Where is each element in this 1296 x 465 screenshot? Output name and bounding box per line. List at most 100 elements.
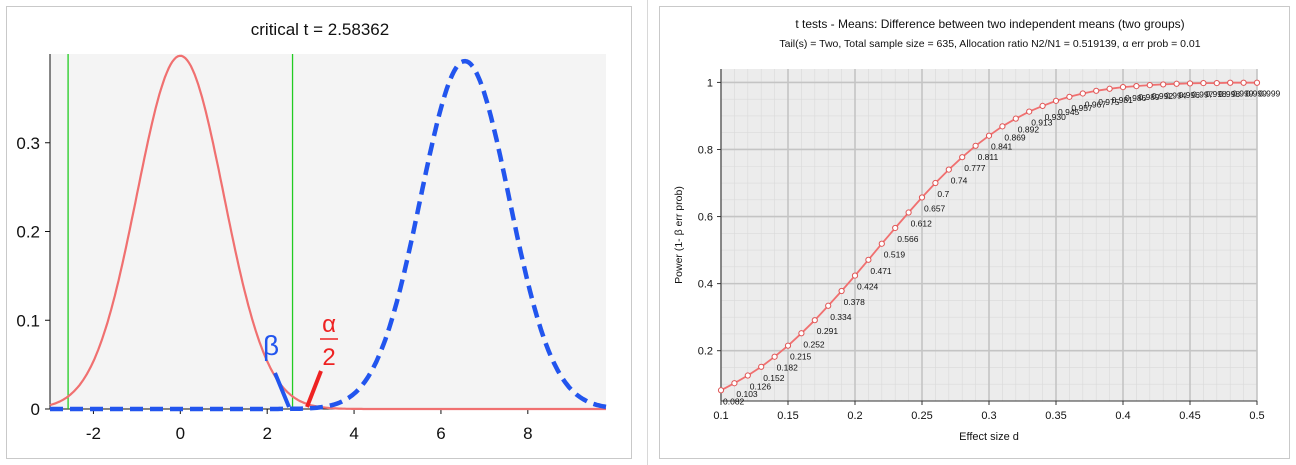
y-axis-label: Power (1- β err prob) (673, 186, 685, 284)
data-point (1012, 115, 1019, 122)
chart-subtitle: Tail(s) = Two, Total sample size = 635, … (779, 38, 1200, 50)
y-tick-label: 0.2 (698, 346, 713, 358)
x-tick-label: 2 (262, 424, 271, 443)
data-point (851, 272, 859, 279)
data-point (1079, 90, 1086, 97)
data-label: 0.612 (911, 219, 933, 229)
data-point (945, 166, 952, 173)
x-tick-label: 0.3 (981, 410, 996, 422)
panel-divider (647, 0, 648, 465)
chart-title: critical t = 2.58362 (251, 20, 389, 39)
x-tick-label: 0.25 (911, 410, 932, 422)
x-tick-label: 4 (349, 424, 358, 443)
x-tick-label: 0.5 (1249, 410, 1264, 422)
data-point (1227, 79, 1234, 86)
data-point (959, 154, 966, 161)
data-point (972, 142, 979, 149)
y-tick-label: 0.1 (16, 311, 40, 330)
data-point (865, 256, 872, 263)
data-point (798, 330, 805, 337)
data-label: 0.869 (1004, 132, 1026, 142)
data-label: 0.998 (1219, 89, 1241, 99)
x-tick-label: 0 (176, 424, 185, 443)
data-label: 0.471 (870, 266, 892, 276)
x-tick-label: 6 (436, 424, 445, 443)
left-chart-panel: critical t = 2.58362 -2 0 2 4 6 8 0 0.1 0.2 0.3 β α 2 (6, 6, 632, 459)
data-point (1052, 97, 1060, 104)
data-point (1200, 79, 1207, 87)
y-tick-label: 0.4 (698, 279, 713, 291)
data-label: 0.930 (1045, 112, 1067, 122)
data-point (717, 387, 725, 394)
data-point (1093, 87, 1100, 94)
data-label: 0.811 (978, 152, 999, 162)
x-tick-label: 8 (523, 424, 532, 443)
data-label: 0.999 (1232, 89, 1254, 99)
data-point (825, 302, 832, 309)
data-label: 0.975 (1098, 97, 1120, 107)
data-label: 0.252 (803, 339, 825, 349)
data-label: 0.126 (750, 382, 772, 392)
right-chart-panel: t tests - Means: Difference between two … (659, 6, 1290, 459)
data-point (1186, 80, 1194, 87)
data-label: 0.913 (1031, 118, 1053, 128)
data-point (1240, 79, 1247, 86)
data-label: 0.999 (1259, 89, 1281, 99)
data-label: 0.986 (1125, 93, 1147, 103)
data-label: 0.967 (1085, 99, 1107, 109)
y-tick-label: 0.2 (16, 223, 40, 242)
data-point (1039, 102, 1046, 109)
data-label: 0.998 (1205, 89, 1227, 99)
data-point (731, 380, 738, 387)
data-point (1213, 79, 1220, 87)
alpha-numerator: α (322, 311, 336, 338)
data-point (811, 317, 818, 324)
data-label: 0.152 (763, 373, 785, 383)
data-point (1026, 108, 1033, 115)
noncentral-t-curve (50, 58, 607, 412)
data-label: 0.519 (884, 250, 906, 260)
x-axis-label: Effect size d (959, 431, 1019, 443)
x-tick-label: -2 (86, 424, 101, 443)
data-point (1106, 85, 1113, 92)
data-point (985, 132, 993, 139)
data-point (1066, 93, 1073, 100)
data-label: 0.378 (844, 297, 866, 307)
data-point (1173, 80, 1180, 87)
data-label: 0.997 (1192, 89, 1214, 99)
data-label: 0.103 (736, 389, 758, 399)
data-label: 0.334 (830, 312, 852, 322)
data-label: 0.082 (723, 396, 745, 406)
data-label: 0.566 (897, 234, 919, 244)
data-point (771, 353, 778, 360)
data-label: 0.7 (937, 189, 949, 199)
x-tick-label: 0.4 (1115, 410, 1130, 422)
plot-area (50, 54, 606, 409)
data-point (784, 342, 792, 349)
data-point (1160, 81, 1167, 88)
data-point (1119, 84, 1127, 91)
y-tick-label: 0.3 (16, 134, 40, 153)
data-point (878, 240, 885, 247)
data-label: 0.657 (924, 203, 946, 213)
y-tick-label: 0.8 (698, 144, 713, 156)
data-label: 0.424 (857, 282, 879, 292)
data-label: 0.996 (1179, 90, 1201, 100)
alpha-pointer (305, 370, 323, 408)
alpha-denominator: 2 (322, 344, 335, 371)
data-point (838, 287, 845, 295)
data-label: 0.291 (817, 326, 839, 336)
x-tick-label: 0.45 (1179, 410, 1200, 422)
x-tick-label: 0.35 (1045, 410, 1066, 422)
beta-label: β (263, 330, 279, 361)
data-label: 0.945 (1058, 107, 1080, 117)
data-point (905, 209, 912, 216)
data-label: 0.841 (991, 142, 1013, 152)
data-label: 0.215 (790, 352, 812, 362)
data-point (744, 372, 751, 379)
data-label: 0.981 (1112, 95, 1134, 105)
data-label: 0.992 (1152, 91, 1174, 101)
data-point (892, 224, 899, 232)
data-point (999, 123, 1006, 130)
x-tick-label: 0.15 (777, 410, 798, 422)
